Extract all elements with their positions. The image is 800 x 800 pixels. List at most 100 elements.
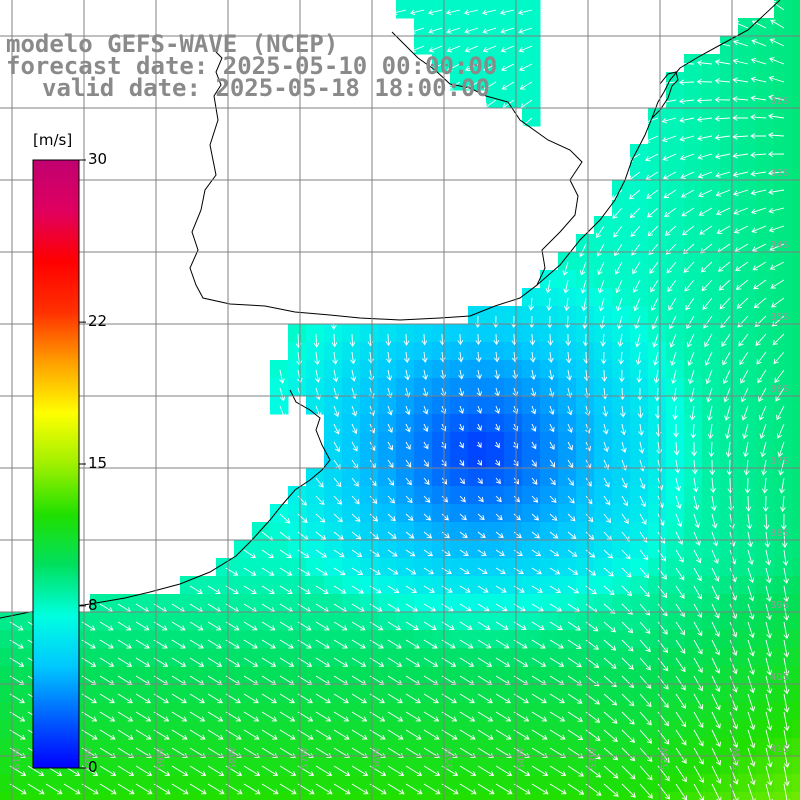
field-cell <box>108 594 127 613</box>
field-cell <box>306 576 325 595</box>
field-cell <box>630 270 649 289</box>
wind-arrow <box>243 657 259 667</box>
field-cell <box>738 198 757 217</box>
wind-arrow <box>567 693 583 704</box>
field-cell <box>504 702 523 721</box>
field-cell <box>18 774 37 793</box>
lon-label: 57W <box>300 747 311 770</box>
field-cell <box>522 72 541 91</box>
field-cell <box>486 72 505 91</box>
field-cell <box>162 684 181 703</box>
field-cell <box>90 720 109 739</box>
wind-arrow <box>439 351 446 363</box>
field-cell <box>396 378 415 397</box>
wind-arrow <box>771 297 785 308</box>
wind-arrow <box>495 459 501 467</box>
field-cell <box>360 450 379 469</box>
wind-arrow <box>423 639 438 649</box>
wind-arrow <box>634 333 641 348</box>
wind-arrow <box>733 225 749 234</box>
field-cell <box>720 738 739 757</box>
wind-arrow <box>693 693 704 710</box>
field-cell <box>630 288 649 307</box>
field-cell <box>252 684 271 703</box>
wind-arrow <box>529 333 536 346</box>
wind-arrow <box>153 765 171 777</box>
field-cell <box>738 90 757 109</box>
wind-arrow <box>511 351 518 363</box>
wind-arrow <box>81 783 99 795</box>
field-cell <box>234 720 253 739</box>
wind-arrow <box>639 765 653 781</box>
field-cell <box>648 306 667 325</box>
field-cell <box>792 540 800 559</box>
wind-arrow <box>602 423 609 435</box>
wind-arrow <box>369 783 387 795</box>
field-cell <box>702 144 721 163</box>
wind-arrow <box>567 441 573 451</box>
field-cell <box>684 468 703 487</box>
field-cell <box>414 36 433 55</box>
field-cell <box>666 90 685 109</box>
wind-arrow <box>207 729 224 740</box>
wind-arrow <box>567 783 585 795</box>
field-cell <box>198 702 217 721</box>
field-cell <box>540 648 559 667</box>
field-cell <box>792 468 800 487</box>
wind-arrow <box>513 513 521 521</box>
wind-arrow <box>495 513 503 521</box>
field-cell <box>720 90 739 109</box>
wind-arrow <box>477 621 491 630</box>
wind-arrow <box>700 243 713 254</box>
wind-arrow <box>483 81 497 90</box>
wind-arrow <box>693 603 703 618</box>
field-cell <box>792 72 800 91</box>
field-cell <box>576 774 595 793</box>
wind-arrow <box>499 9 515 16</box>
wind-arrow <box>243 639 258 649</box>
field-cell <box>576 360 595 379</box>
field-cell <box>792 288 800 307</box>
field-cell <box>792 144 800 163</box>
field-cell <box>792 216 800 235</box>
field-cell <box>324 432 343 451</box>
wind-arrow <box>207 639 222 649</box>
wind-arrow <box>652 351 659 366</box>
wind-arrow <box>687 351 695 366</box>
field-cell <box>720 504 739 523</box>
field-cell <box>540 342 559 361</box>
field-cell <box>792 666 800 685</box>
wind-arrow <box>477 693 493 704</box>
field-cell <box>612 342 631 361</box>
field-cell <box>666 360 685 379</box>
field-cell <box>234 702 253 721</box>
field-cell <box>774 162 793 181</box>
wind-arrow <box>297 765 315 777</box>
wind-arrow <box>603 513 612 524</box>
wind-arrow <box>459 477 465 485</box>
field-cell <box>648 792 667 800</box>
field-cell <box>234 756 253 775</box>
wind-arrow <box>675 495 682 510</box>
wind-arrow <box>404 369 411 381</box>
field-cell <box>126 774 145 793</box>
field-cell <box>144 756 163 775</box>
field-cell <box>396 792 415 800</box>
wind-arrow <box>711 585 720 601</box>
wind-arrow <box>711 603 720 619</box>
wind-arrow <box>651 315 659 330</box>
field-cell <box>612 216 631 235</box>
field-cell <box>576 270 595 289</box>
wind-arrow <box>243 729 260 740</box>
wind-arrow <box>675 711 687 728</box>
wind-arrow <box>513 765 531 777</box>
wind-arrow <box>621 549 631 560</box>
wind-arrow <box>261 585 275 594</box>
field-cell <box>522 18 541 37</box>
wind-arrow <box>351 621 366 631</box>
field-cell <box>576 432 595 451</box>
wind-arrow <box>171 783 189 795</box>
wind-arrow <box>189 711 206 722</box>
field-cell <box>288 666 307 685</box>
